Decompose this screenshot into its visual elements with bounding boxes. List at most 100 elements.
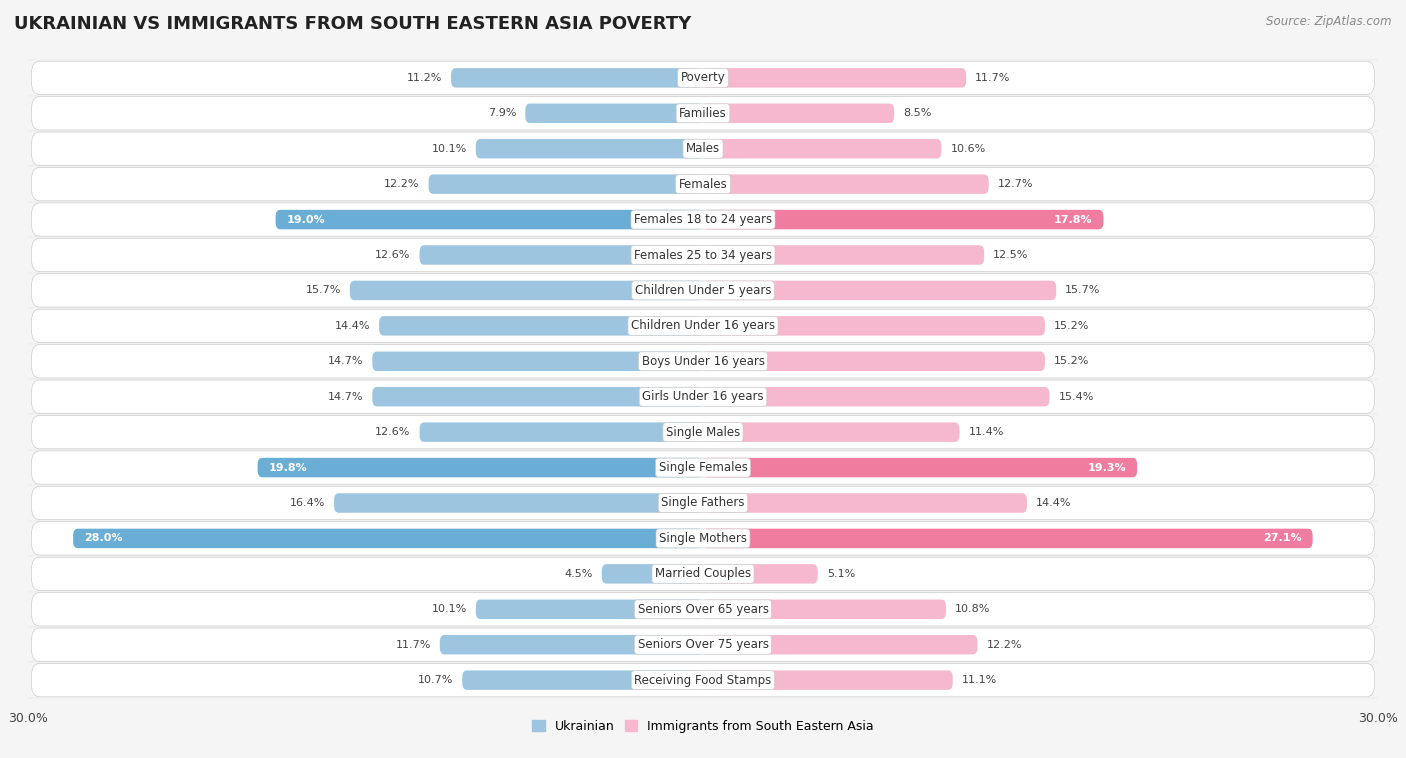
Text: Receiving Food Stamps: Receiving Food Stamps bbox=[634, 674, 772, 687]
Text: 14.7%: 14.7% bbox=[328, 392, 363, 402]
FancyBboxPatch shape bbox=[31, 274, 1375, 307]
Text: 12.5%: 12.5% bbox=[993, 250, 1029, 260]
FancyBboxPatch shape bbox=[703, 139, 942, 158]
Text: Seniors Over 65 years: Seniors Over 65 years bbox=[637, 603, 769, 615]
Text: 10.1%: 10.1% bbox=[432, 604, 467, 614]
FancyBboxPatch shape bbox=[335, 493, 703, 512]
Text: Children Under 5 years: Children Under 5 years bbox=[634, 284, 772, 297]
FancyBboxPatch shape bbox=[703, 528, 1313, 548]
FancyBboxPatch shape bbox=[703, 635, 977, 654]
Text: 15.2%: 15.2% bbox=[1054, 356, 1090, 366]
FancyBboxPatch shape bbox=[526, 104, 703, 123]
Text: 11.2%: 11.2% bbox=[406, 73, 441, 83]
Text: Females 25 to 34 years: Females 25 to 34 years bbox=[634, 249, 772, 262]
Text: 12.2%: 12.2% bbox=[384, 179, 419, 190]
Text: Children Under 16 years: Children Under 16 years bbox=[631, 319, 775, 332]
FancyBboxPatch shape bbox=[31, 628, 1375, 662]
FancyBboxPatch shape bbox=[703, 458, 1137, 478]
Text: 5.1%: 5.1% bbox=[827, 568, 855, 579]
Text: 28.0%: 28.0% bbox=[84, 534, 122, 543]
FancyBboxPatch shape bbox=[703, 422, 959, 442]
Text: Females: Females bbox=[679, 177, 727, 191]
Text: Boys Under 16 years: Boys Under 16 years bbox=[641, 355, 765, 368]
FancyBboxPatch shape bbox=[419, 246, 703, 265]
FancyBboxPatch shape bbox=[451, 68, 703, 88]
Text: 19.0%: 19.0% bbox=[287, 215, 325, 224]
Text: 15.7%: 15.7% bbox=[305, 286, 340, 296]
Text: 11.7%: 11.7% bbox=[395, 640, 430, 650]
Text: 10.6%: 10.6% bbox=[950, 144, 986, 154]
FancyBboxPatch shape bbox=[475, 139, 703, 158]
Text: 14.7%: 14.7% bbox=[328, 356, 363, 366]
Text: Single Fathers: Single Fathers bbox=[661, 496, 745, 509]
Text: Married Couples: Married Couples bbox=[655, 567, 751, 581]
FancyBboxPatch shape bbox=[31, 415, 1375, 449]
FancyBboxPatch shape bbox=[703, 600, 946, 619]
Text: 12.6%: 12.6% bbox=[375, 250, 411, 260]
Text: 7.9%: 7.9% bbox=[488, 108, 516, 118]
Text: 15.4%: 15.4% bbox=[1059, 392, 1094, 402]
FancyBboxPatch shape bbox=[703, 104, 894, 123]
Text: Single Males: Single Males bbox=[666, 426, 740, 439]
FancyBboxPatch shape bbox=[373, 387, 703, 406]
FancyBboxPatch shape bbox=[703, 352, 1045, 371]
FancyBboxPatch shape bbox=[373, 352, 703, 371]
FancyBboxPatch shape bbox=[31, 345, 1375, 378]
FancyBboxPatch shape bbox=[440, 635, 703, 654]
Text: 27.1%: 27.1% bbox=[1263, 534, 1302, 543]
Text: 16.4%: 16.4% bbox=[290, 498, 325, 508]
FancyBboxPatch shape bbox=[31, 593, 1375, 626]
Text: 19.8%: 19.8% bbox=[269, 462, 308, 472]
FancyBboxPatch shape bbox=[73, 528, 703, 548]
Text: 14.4%: 14.4% bbox=[335, 321, 370, 330]
Text: UKRAINIAN VS IMMIGRANTS FROM SOUTH EASTERN ASIA POVERTY: UKRAINIAN VS IMMIGRANTS FROM SOUTH EASTE… bbox=[14, 15, 692, 33]
FancyBboxPatch shape bbox=[31, 96, 1375, 130]
Text: Single Females: Single Females bbox=[658, 461, 748, 474]
Text: 10.8%: 10.8% bbox=[955, 604, 990, 614]
Text: 8.5%: 8.5% bbox=[903, 108, 932, 118]
FancyBboxPatch shape bbox=[703, 493, 1026, 512]
FancyBboxPatch shape bbox=[419, 422, 703, 442]
Text: 17.8%: 17.8% bbox=[1053, 215, 1092, 224]
FancyBboxPatch shape bbox=[31, 168, 1375, 201]
Text: Girls Under 16 years: Girls Under 16 years bbox=[643, 390, 763, 403]
FancyBboxPatch shape bbox=[703, 564, 818, 584]
FancyBboxPatch shape bbox=[475, 600, 703, 619]
Text: Single Mothers: Single Mothers bbox=[659, 532, 747, 545]
FancyBboxPatch shape bbox=[703, 316, 1045, 336]
FancyBboxPatch shape bbox=[31, 451, 1375, 484]
Text: Seniors Over 75 years: Seniors Over 75 years bbox=[637, 638, 769, 651]
FancyBboxPatch shape bbox=[276, 210, 703, 230]
Text: Families: Families bbox=[679, 107, 727, 120]
Text: 10.1%: 10.1% bbox=[432, 144, 467, 154]
FancyBboxPatch shape bbox=[31, 557, 1375, 590]
FancyBboxPatch shape bbox=[429, 174, 703, 194]
Text: 11.1%: 11.1% bbox=[962, 675, 997, 685]
FancyBboxPatch shape bbox=[257, 458, 703, 478]
FancyBboxPatch shape bbox=[703, 68, 966, 88]
FancyBboxPatch shape bbox=[380, 316, 703, 336]
FancyBboxPatch shape bbox=[703, 210, 1104, 230]
FancyBboxPatch shape bbox=[703, 174, 988, 194]
FancyBboxPatch shape bbox=[703, 670, 953, 690]
FancyBboxPatch shape bbox=[350, 280, 703, 300]
Text: 10.7%: 10.7% bbox=[418, 675, 453, 685]
FancyBboxPatch shape bbox=[703, 246, 984, 265]
FancyBboxPatch shape bbox=[31, 132, 1375, 165]
Text: 19.3%: 19.3% bbox=[1087, 462, 1126, 472]
FancyBboxPatch shape bbox=[31, 380, 1375, 413]
FancyBboxPatch shape bbox=[703, 387, 1049, 406]
Text: 12.2%: 12.2% bbox=[987, 640, 1022, 650]
FancyBboxPatch shape bbox=[463, 670, 703, 690]
Text: Females 18 to 24 years: Females 18 to 24 years bbox=[634, 213, 772, 226]
Text: Males: Males bbox=[686, 143, 720, 155]
FancyBboxPatch shape bbox=[31, 663, 1375, 697]
FancyBboxPatch shape bbox=[31, 203, 1375, 236]
Text: Source: ZipAtlas.com: Source: ZipAtlas.com bbox=[1267, 15, 1392, 28]
Text: 12.6%: 12.6% bbox=[375, 428, 411, 437]
FancyBboxPatch shape bbox=[31, 61, 1375, 95]
FancyBboxPatch shape bbox=[31, 487, 1375, 520]
FancyBboxPatch shape bbox=[31, 238, 1375, 271]
Text: 4.5%: 4.5% bbox=[564, 568, 593, 579]
FancyBboxPatch shape bbox=[703, 280, 1056, 300]
